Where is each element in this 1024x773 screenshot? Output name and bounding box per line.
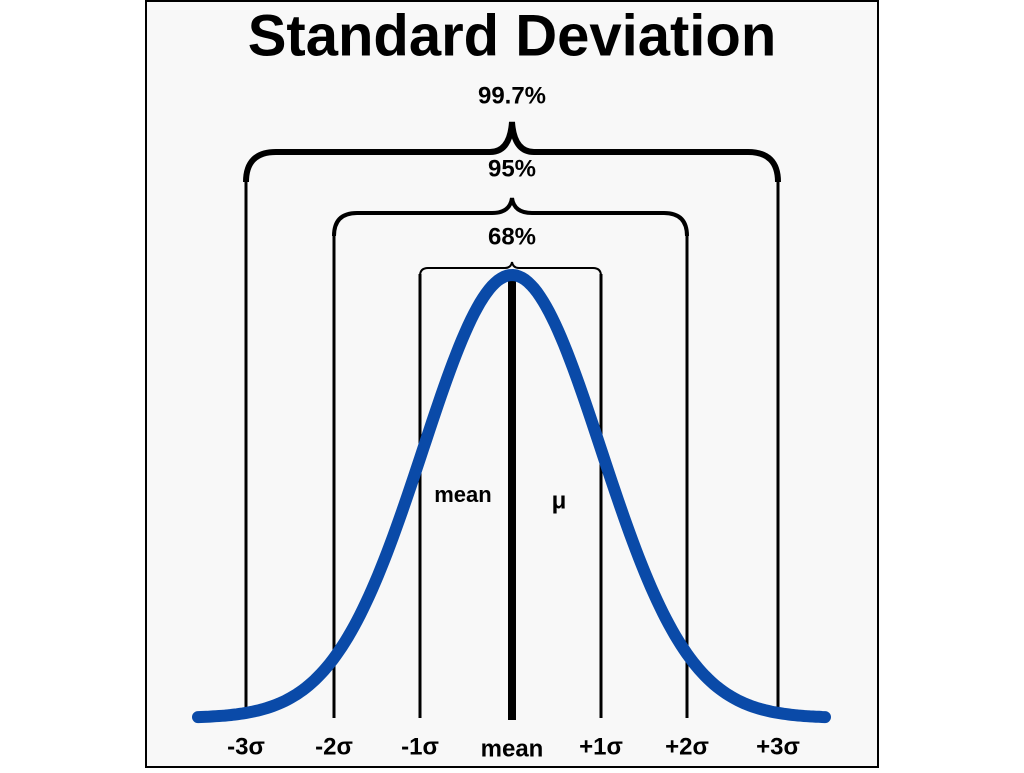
inner-label: μ [552, 487, 567, 514]
interval-label: 99.7% [478, 82, 546, 109]
axis-label: -2σ [315, 733, 353, 760]
axis-label: +2σ [665, 733, 709, 760]
brace [332, 197, 689, 237]
inner-label: mean [434, 482, 491, 507]
axis-label: mean [481, 735, 544, 762]
brace [243, 121, 781, 183]
interval-label: 68% [488, 223, 536, 250]
axis-label: +1σ [579, 733, 623, 760]
axis-label: +3σ [756, 733, 800, 760]
brace [419, 261, 602, 277]
title: Standard Deviation [248, 3, 777, 68]
axis-label: -1σ [401, 733, 439, 760]
sigma-lines [244, 180, 780, 718]
normal-curve [192, 268, 831, 724]
axis-label: -3σ [227, 733, 265, 760]
interval-label: 95% [488, 155, 536, 182]
